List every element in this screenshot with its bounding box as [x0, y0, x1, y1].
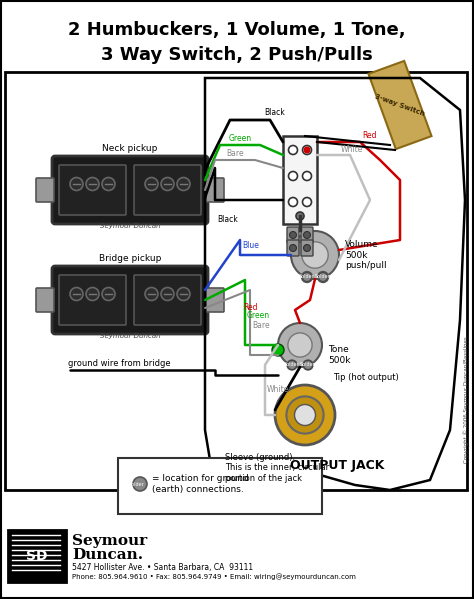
Circle shape — [102, 288, 115, 301]
Text: Seymour: Seymour — [72, 534, 147, 548]
Text: Sleeve (ground).
This is the inner, circular
portion of the jack: Sleeve (ground). This is the inner, circ… — [225, 453, 329, 483]
Text: Copyright © 2006 Seymour Duncan/Basslines: Copyright © 2006 Seymour Duncan/Bassline… — [464, 337, 469, 464]
Circle shape — [303, 361, 312, 370]
Text: ground wire from bridge: ground wire from bridge — [68, 359, 171, 368]
Circle shape — [161, 177, 174, 190]
Circle shape — [291, 231, 339, 279]
Circle shape — [288, 333, 312, 357]
Circle shape — [302, 242, 328, 268]
Circle shape — [161, 288, 174, 301]
Circle shape — [302, 146, 311, 155]
Text: Blue: Blue — [242, 241, 259, 250]
Circle shape — [319, 273, 328, 282]
FancyBboxPatch shape — [36, 288, 54, 312]
Circle shape — [302, 198, 311, 207]
FancyBboxPatch shape — [36, 178, 54, 202]
Circle shape — [177, 177, 190, 190]
Text: Seymour Duncan: Seymour Duncan — [100, 223, 160, 229]
Circle shape — [288, 361, 297, 370]
Text: White: White — [267, 386, 289, 395]
Circle shape — [133, 477, 147, 491]
FancyBboxPatch shape — [301, 227, 313, 243]
FancyBboxPatch shape — [59, 275, 126, 325]
Text: Duncan.: Duncan. — [72, 548, 143, 562]
Circle shape — [290, 231, 297, 238]
Text: Green: Green — [247, 310, 270, 319]
Circle shape — [102, 177, 115, 190]
Circle shape — [145, 288, 158, 301]
FancyBboxPatch shape — [287, 240, 299, 256]
Circle shape — [296, 212, 304, 220]
FancyBboxPatch shape — [52, 266, 208, 334]
FancyBboxPatch shape — [59, 165, 126, 215]
Text: Tone
500k: Tone 500k — [328, 345, 350, 365]
Text: Neck pickup: Neck pickup — [102, 144, 158, 153]
Circle shape — [145, 177, 158, 190]
FancyBboxPatch shape — [134, 275, 201, 325]
Circle shape — [290, 244, 297, 252]
Text: White: White — [341, 145, 363, 154]
Bar — [283, 136, 317, 224]
Circle shape — [301, 271, 312, 283]
Text: SD: SD — [26, 549, 48, 563]
Circle shape — [278, 323, 322, 367]
Circle shape — [303, 147, 310, 153]
Text: Solder: Solder — [299, 274, 315, 280]
FancyBboxPatch shape — [206, 178, 224, 202]
Text: OUTPUT JACK: OUTPUT JACK — [290, 458, 384, 471]
FancyBboxPatch shape — [52, 156, 208, 224]
Text: Bare: Bare — [226, 149, 244, 158]
Text: Black: Black — [264, 108, 285, 117]
Text: Solder: Solder — [315, 274, 331, 280]
Bar — [8, 530, 66, 582]
Circle shape — [70, 288, 83, 301]
Circle shape — [287, 360, 297, 370]
Text: Green: Green — [228, 134, 252, 143]
Text: Phone: 805.964.9610 • Fax: 805.964.9749 • Email: wiring@seymourduncan.com: Phone: 805.964.9610 • Fax: 805.964.9749 … — [72, 573, 356, 580]
Circle shape — [303, 244, 310, 252]
Circle shape — [86, 288, 99, 301]
FancyBboxPatch shape — [206, 288, 224, 312]
Circle shape — [318, 271, 328, 283]
Circle shape — [289, 171, 298, 180]
Circle shape — [289, 146, 298, 155]
Text: Bridge pickup: Bridge pickup — [99, 254, 161, 263]
Text: = location for ground
(earth) connections.: = location for ground (earth) connection… — [152, 474, 249, 494]
FancyBboxPatch shape — [134, 165, 201, 215]
Text: Bare: Bare — [252, 320, 270, 329]
Text: 3-way Switch: 3-way Switch — [374, 93, 426, 117]
FancyBboxPatch shape — [301, 240, 313, 256]
Circle shape — [275, 385, 335, 445]
Bar — [5, 72, 467, 490]
Circle shape — [272, 344, 284, 356]
Text: Black: Black — [217, 216, 238, 225]
Polygon shape — [368, 61, 431, 149]
Text: 5427 Hollister Ave. • Santa Barbara, CA  93111: 5427 Hollister Ave. • Santa Barbara, CA … — [72, 563, 253, 572]
Text: Red: Red — [244, 302, 258, 311]
Text: Seymour Duncan: Seymour Duncan — [100, 333, 160, 339]
Text: Red: Red — [363, 131, 377, 140]
Circle shape — [289, 198, 298, 207]
Text: 3 Way Switch, 2 Push/Pulls: 3 Way Switch, 2 Push/Pulls — [101, 46, 373, 64]
Circle shape — [294, 404, 316, 425]
Circle shape — [286, 397, 324, 434]
Text: Volume
500k
push/pull: Volume 500k push/pull — [345, 240, 387, 270]
Text: 2 Humbuckers, 1 Volume, 1 Tone,: 2 Humbuckers, 1 Volume, 1 Tone, — [68, 21, 406, 39]
Text: Solder: Solder — [300, 362, 316, 368]
Circle shape — [303, 360, 313, 370]
Circle shape — [302, 273, 311, 282]
Circle shape — [86, 177, 99, 190]
Circle shape — [303, 231, 310, 238]
Circle shape — [70, 177, 83, 190]
Text: Solder: Solder — [129, 482, 145, 486]
FancyBboxPatch shape — [287, 227, 299, 243]
Text: Tip (hot output): Tip (hot output) — [333, 373, 399, 382]
Text: Solder: Solder — [284, 362, 300, 368]
FancyBboxPatch shape — [118, 458, 322, 514]
Circle shape — [302, 171, 311, 180]
Circle shape — [177, 288, 190, 301]
